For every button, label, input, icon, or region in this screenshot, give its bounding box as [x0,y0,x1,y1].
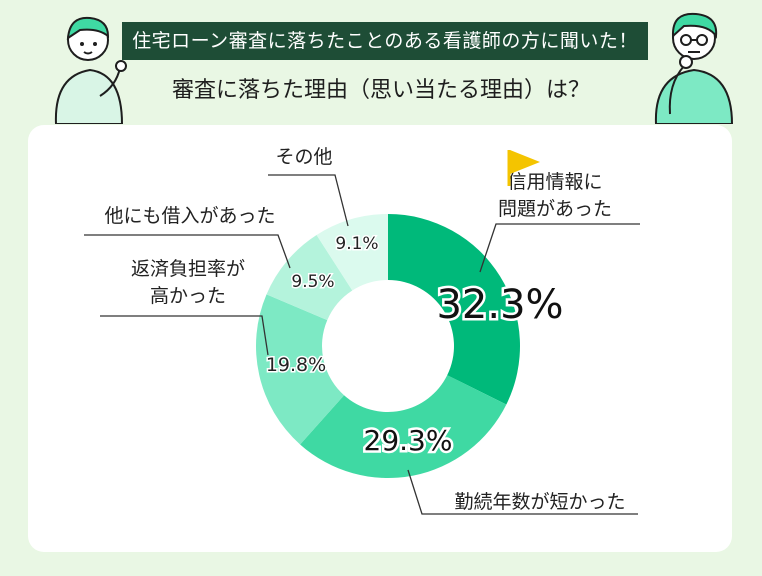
category-label-2: 勤続年数が短かった [454,491,625,513]
leader-line-2 [407,469,638,515]
category-label-1-line-1: 信用情報に [507,171,602,193]
value-label-2: 29.3% [364,424,453,457]
donut-slice-4 [266,234,353,321]
donut-slice-5 [316,214,388,291]
category-label-1-line-2: 問題があった [498,198,612,220]
value-label-3: 19.8% [266,354,326,376]
category-label-5: その他 [275,146,332,168]
banner-text: 住宅ローン審査に落ちたことのある看護師の方に聞いた！ [132,30,638,52]
donut-slice-3 [256,294,345,445]
nurse-illustration-left [54,16,127,124]
leader-line-5 [268,174,349,227]
chart-card [28,125,732,552]
chart-question: 審査に落ちた理由（思い当たる理由）は？ [171,78,590,103]
donut-slice-2 [300,375,507,479]
value-label-1: 32.3% [436,282,563,328]
value-label-4: 9.5% [291,272,334,292]
flag-icon [507,150,540,186]
category-label-3-line-2: 高かった [150,285,226,307]
man-thinking-illustration-right [654,12,734,124]
value-label-5: 9.1% [335,234,378,254]
category-label-3-line-1: 返済負担率が [131,258,245,280]
donut-slice-1 [388,214,520,405]
survey-banner: 住宅ローン審査に落ちたことのある看護師の方に聞いた！ [122,22,648,60]
leader-line-1 [479,223,640,273]
leader-line-4 [84,234,291,269]
leader-line-3 [100,315,269,356]
category-label-4: 他にも借入があった [104,205,275,227]
